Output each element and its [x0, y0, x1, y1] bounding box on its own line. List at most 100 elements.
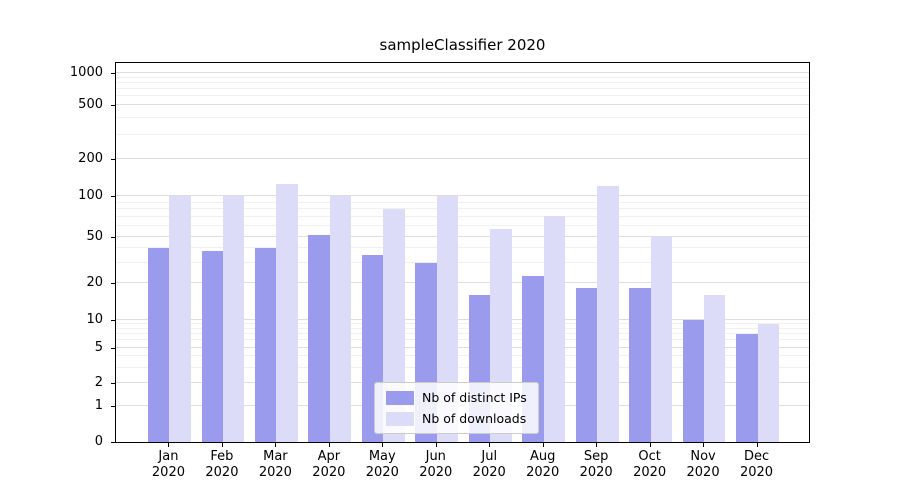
gridline-minor [116, 82, 809, 84]
bar [169, 196, 191, 442]
x-tick-label: Feb 2020 [205, 449, 239, 480]
gridline-minor [116, 208, 809, 210]
bar [148, 248, 170, 442]
gridline-minor [116, 116, 809, 118]
x-tick-label: Jun 2020 [419, 449, 453, 480]
y-tick-mark [111, 406, 115, 408]
legend-label-distinct-ips: Nb of distinct IPs [422, 390, 527, 405]
plot-area: Nb of distinct IPs Nb of downloads [115, 62, 810, 443]
bar [682, 319, 705, 442]
x-tick-mark [328, 443, 330, 447]
x-tick-label: Jan 2020 [151, 449, 185, 480]
x-tick-label: Apr 2020 [312, 449, 346, 480]
gridline-minor [116, 216, 809, 218]
gridline-minor [116, 95, 809, 97]
y-tick-mark [111, 442, 115, 443]
legend-item-downloads: Nb of downloads [386, 411, 527, 426]
gridline-minor [116, 225, 809, 227]
gridline-minor [116, 76, 809, 78]
gridline-major [116, 346, 809, 348]
gridline-minor [116, 201, 809, 203]
x-tick-mark [756, 443, 758, 447]
y-tick-label: 500 [78, 96, 103, 112]
legend-swatch-distinct-ips [386, 390, 414, 405]
x-tick-mark [168, 443, 170, 447]
x-tick-mark [221, 443, 223, 447]
y-tick-label: 1 [94, 398, 103, 414]
y-tick-mark [111, 158, 115, 160]
bar [222, 196, 245, 442]
bar [436, 196, 459, 442]
legend-item-distinct-ips: Nb of distinct IPs [386, 390, 527, 405]
y-tick-mark [111, 319, 115, 321]
x-tick-mark [649, 443, 651, 447]
x-tick-mark [275, 443, 277, 447]
bar [201, 250, 223, 442]
bar [329, 196, 352, 442]
bar [650, 235, 672, 442]
y-tick-label: 2 [94, 375, 103, 391]
y-tick-mark [111, 104, 115, 106]
x-tick-mark [382, 443, 384, 447]
bar [276, 184, 298, 442]
legend-swatch-downloads [386, 411, 414, 426]
y-tick-mark [111, 347, 115, 349]
x-tick-mark [703, 443, 705, 447]
y-tick-label: 5 [94, 339, 103, 355]
y-tick-mark [111, 196, 115, 198]
x-tick-label: Aug 2020 [526, 449, 560, 480]
bar [597, 186, 619, 442]
bar [736, 334, 758, 442]
chart-title: sampleClassifier 2020 [379, 36, 546, 54]
y-tick-mark [111, 282, 115, 284]
gridline-minor [116, 261, 809, 263]
y-tick-label: 0 [94, 434, 103, 449]
x-tick-label: Sep 2020 [579, 449, 613, 480]
gridline-major [116, 235, 809, 237]
y-tick-label: 20 [86, 274, 103, 290]
gridline-minor [116, 355, 809, 357]
gridline-major [116, 318, 809, 320]
y-tick-label: 200 [78, 150, 103, 166]
legend: Nb of distinct IPs Nb of downloads [374, 382, 539, 434]
y-tick-label: 100 [78, 188, 103, 204]
x-tick-mark [435, 443, 437, 447]
x-tick-label: Jul 2020 [472, 449, 506, 480]
bar [757, 323, 779, 442]
gridline-minor [116, 339, 809, 341]
bar [575, 288, 598, 442]
x-tick-label: Nov 2020 [686, 449, 720, 480]
gridline-major [116, 157, 809, 159]
bar [629, 288, 651, 442]
y-tick-label: 1000 [69, 64, 103, 80]
gridline-minor [116, 247, 809, 249]
y-tick-mark [111, 383, 115, 385]
y-tick-label: 10 [86, 311, 103, 327]
y-tick-mark [111, 72, 115, 74]
bar [255, 248, 277, 442]
gridline-minor [116, 327, 809, 329]
gridline-major [116, 103, 809, 105]
gridline-minor [116, 133, 809, 135]
x-tick-label: Oct 2020 [633, 449, 667, 480]
gridline-minor [116, 88, 809, 90]
gridline-minor [116, 366, 809, 368]
x-tick-label: Dec 2020 [739, 449, 774, 480]
gridline-major [116, 195, 809, 197]
gridline-major [116, 71, 809, 73]
x-tick-mark [596, 443, 598, 447]
legend-label-downloads: Nb of downloads [422, 411, 527, 426]
y-tick-label: 50 [86, 228, 103, 244]
bar [704, 294, 726, 442]
bar [543, 215, 566, 442]
gridline-major [116, 281, 809, 283]
x-tick-label: Mar 2020 [258, 449, 292, 480]
x-tick-mark [489, 443, 491, 447]
x-tick-label: May 2020 [365, 449, 399, 480]
gridline-minor [116, 322, 809, 324]
gridline-minor [116, 333, 809, 335]
y-tick-mark [111, 236, 115, 238]
bar [308, 234, 330, 442]
x-tick-mark [542, 443, 544, 447]
